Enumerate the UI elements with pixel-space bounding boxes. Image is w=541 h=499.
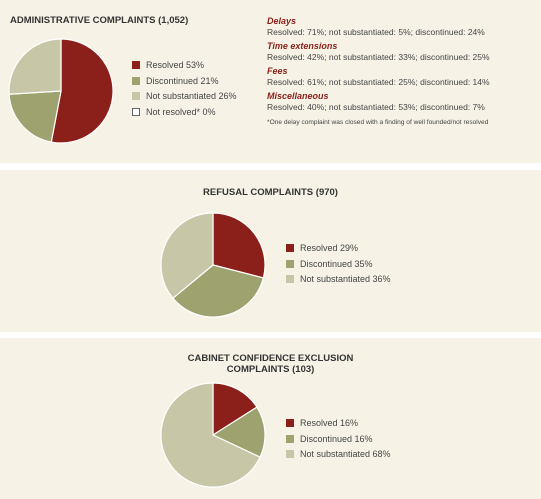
note-time-extensions: Time extensions Resolved: 42%; not subst… [267,41,537,63]
note-heading: Delays [267,16,297,26]
note-heading: Fees [267,66,288,76]
pie-slice-1 [8,90,62,143]
pie-slice-1 [172,264,265,318]
cabinet-title-line-2: COMPLAINTS (103) [226,364,315,375]
pie-slice-0 [212,212,266,279]
pie-slice-2 [8,38,62,95]
cabinet-title-line-1: CABINET CONFIDENCE EXCLUSION [187,353,354,364]
legend-swatch [286,434,294,443]
note-heading: Time extensions [267,41,338,51]
note-fees: Fees Resolved: 61%; not substantiated: 2… [267,66,537,88]
refusal-complaints-panel: REFUSAL COMPLAINTS (970) Resolved 29% Dis… [0,170,541,332]
legend-label: Discontinued 35% [300,258,373,269]
legend-swatch [132,61,140,69]
note-miscellaneous: Miscellaneous Resolved: 40%; not substan… [267,91,537,113]
note-text: Resolved: 42%; not substantiated: 33%; d… [267,52,490,62]
refusal-chart-title: REFUSAL COMPLAINTS (970) [203,187,338,198]
legend-label: Not substantiated 36% [300,274,391,284]
legend-swatch [286,259,294,268]
legend-swatch [286,450,294,458]
legend-label: Resolved 53% [146,60,205,70]
pie-slice-0 [212,382,258,437]
legend-label: Not substantiated 26% [146,91,237,101]
pie-slice-2 [160,212,214,299]
cabinet-confidence-panel: CABINET CONFIDENCE EXCLUSION COMPLAINTS … [0,338,541,499]
note-text: Resolved: 61%; not substantiated: 25%; d… [267,77,490,87]
legend-swatch [132,92,140,100]
legend-swatch [286,275,294,283]
administrative-notes: Delays Resolved: 71%; not substantiated:… [267,16,537,126]
footnote: *One delay complaint was closed with a f… [267,119,489,126]
note-delays: Delays Resolved: 71%; not substantiated:… [267,16,537,38]
legend-label: Not substantiated 68% [300,449,391,459]
legend-label: Discontinued 21% [146,75,219,86]
legend-label: Discontinued 16% [300,433,373,444]
note-text: Resolved: 40%; not substantiated: 53%; d… [267,102,485,112]
cabinet-chart-title: CABINET CONFIDENCE EXCLUSION COMPLAINTS … [0,353,541,375]
legend-swatch [286,244,294,252]
legend-label: Not resolved* 0% [146,106,216,117]
legend-label: Resolved 16% [300,418,359,428]
note-heading: Miscellaneous [267,91,329,101]
note-text: Resolved: 71%; not substantiated: 5%; di… [267,27,485,37]
legend-swatch [286,419,294,427]
legend-swatch [132,107,140,116]
refusal-pie-chart [160,212,266,318]
pie-slice-0 [50,38,114,144]
pie-slice-2 [160,382,261,488]
administrative-pie-chart [8,38,114,144]
cabinet-pie-chart [160,382,266,488]
administrative-complaints-panel: ADMINISTRATIVE COMPLAINTS (1,052) Resolv… [0,0,541,163]
administrative-chart-title: ADMINISTRATIVE COMPLAINTS (1,052) [10,15,189,26]
legend-swatch [132,76,140,85]
legend-label: Resolved 29% [300,243,359,253]
pie-slice-1 [211,406,266,458]
